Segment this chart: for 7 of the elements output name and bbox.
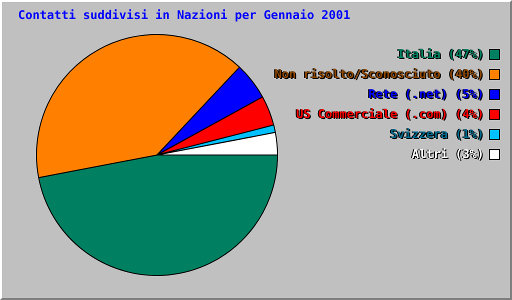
- legend-label: Rete (.net) (5%): [368, 87, 484, 101]
- legend-label: Altri (3%): [412, 147, 484, 161]
- legend-label: Italia (47%): [397, 47, 484, 61]
- legend-label: US Commerciale (.com) (4%): [296, 107, 484, 121]
- legend-label: Svizzera (1%): [390, 127, 484, 141]
- legend-label: Non risolto/Sconosciuto (40%): [274, 67, 484, 81]
- chart-title: Contatti suddivisi in Nazioni per Gennaio 2001: [18, 8, 350, 22]
